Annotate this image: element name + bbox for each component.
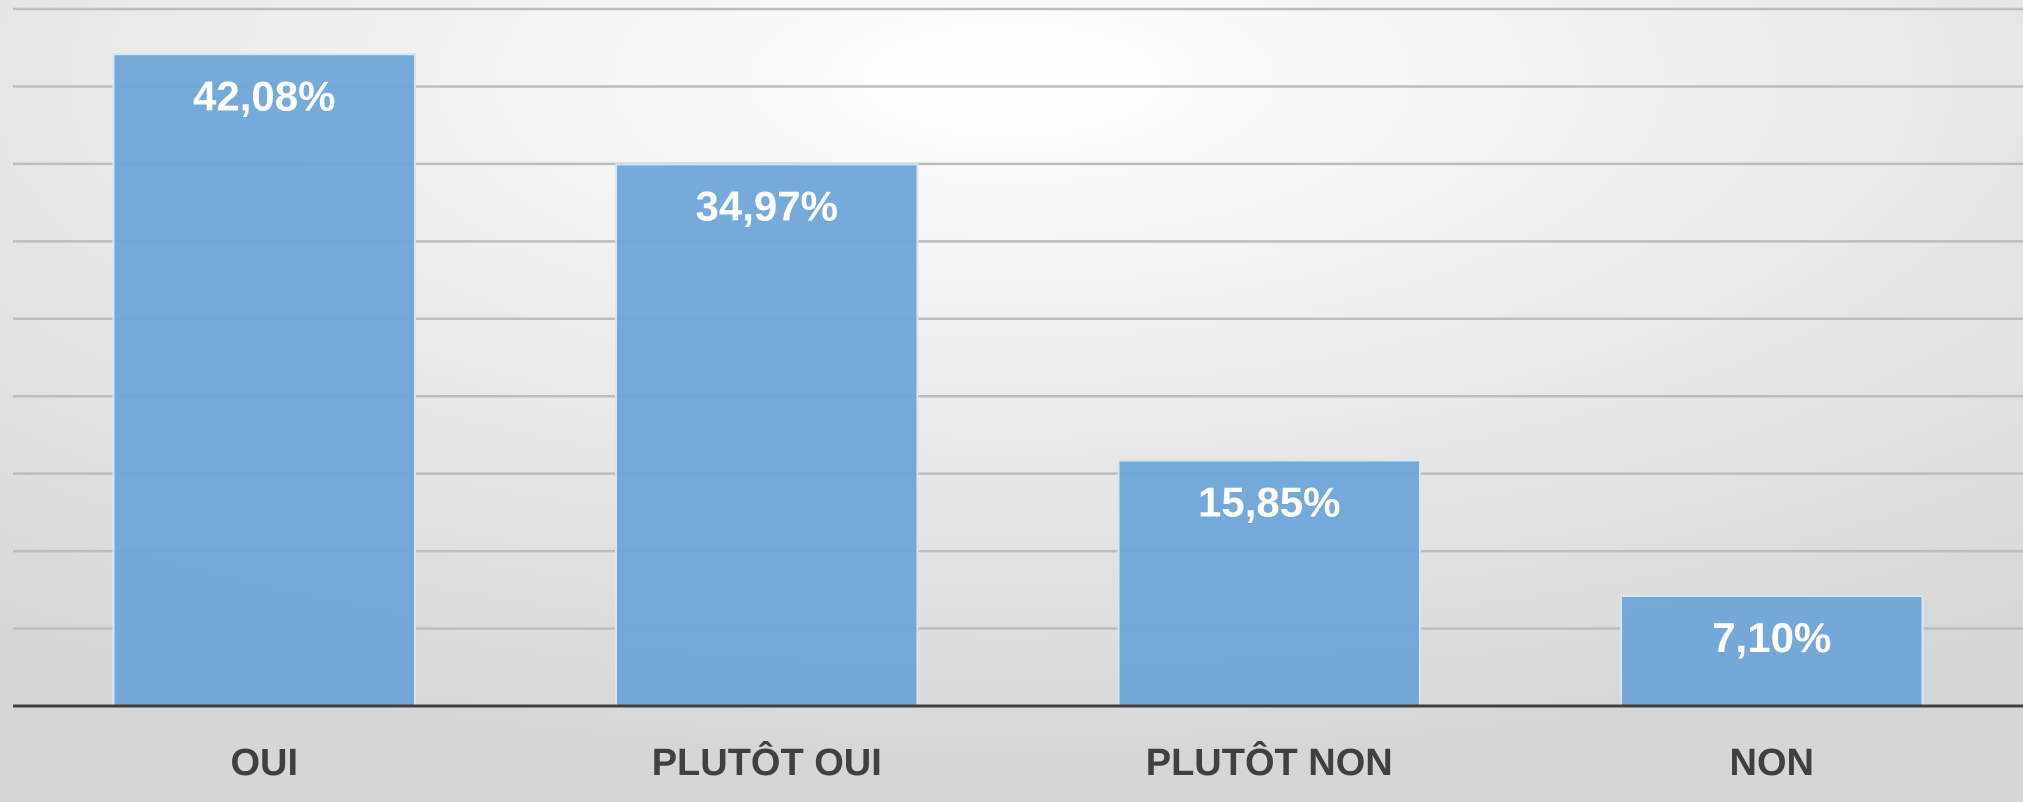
x-tick-label: PLUTÔT NON [1146, 739, 1393, 784]
x-tick-label: PLUTÔT OUI [652, 739, 882, 784]
bar [615, 163, 919, 707]
data-label: 42,08% [193, 72, 335, 119]
data-label: 7,10% [1712, 614, 1831, 661]
data-label: 34,97% [696, 182, 838, 229]
x-tick-label: OUI [230, 742, 298, 784]
data-label: 15,85% [1198, 479, 1340, 526]
bar [112, 53, 416, 708]
bars [13, 53, 2023, 708]
labels: OUI 42,08% PLUTÔT OUI 34,97% PLUTÔT NON 15,85… [193, 72, 1831, 784]
bar [1620, 595, 1924, 707]
bar [1117, 459, 1421, 707]
x-tick-label: NON [1730, 742, 1814, 784]
